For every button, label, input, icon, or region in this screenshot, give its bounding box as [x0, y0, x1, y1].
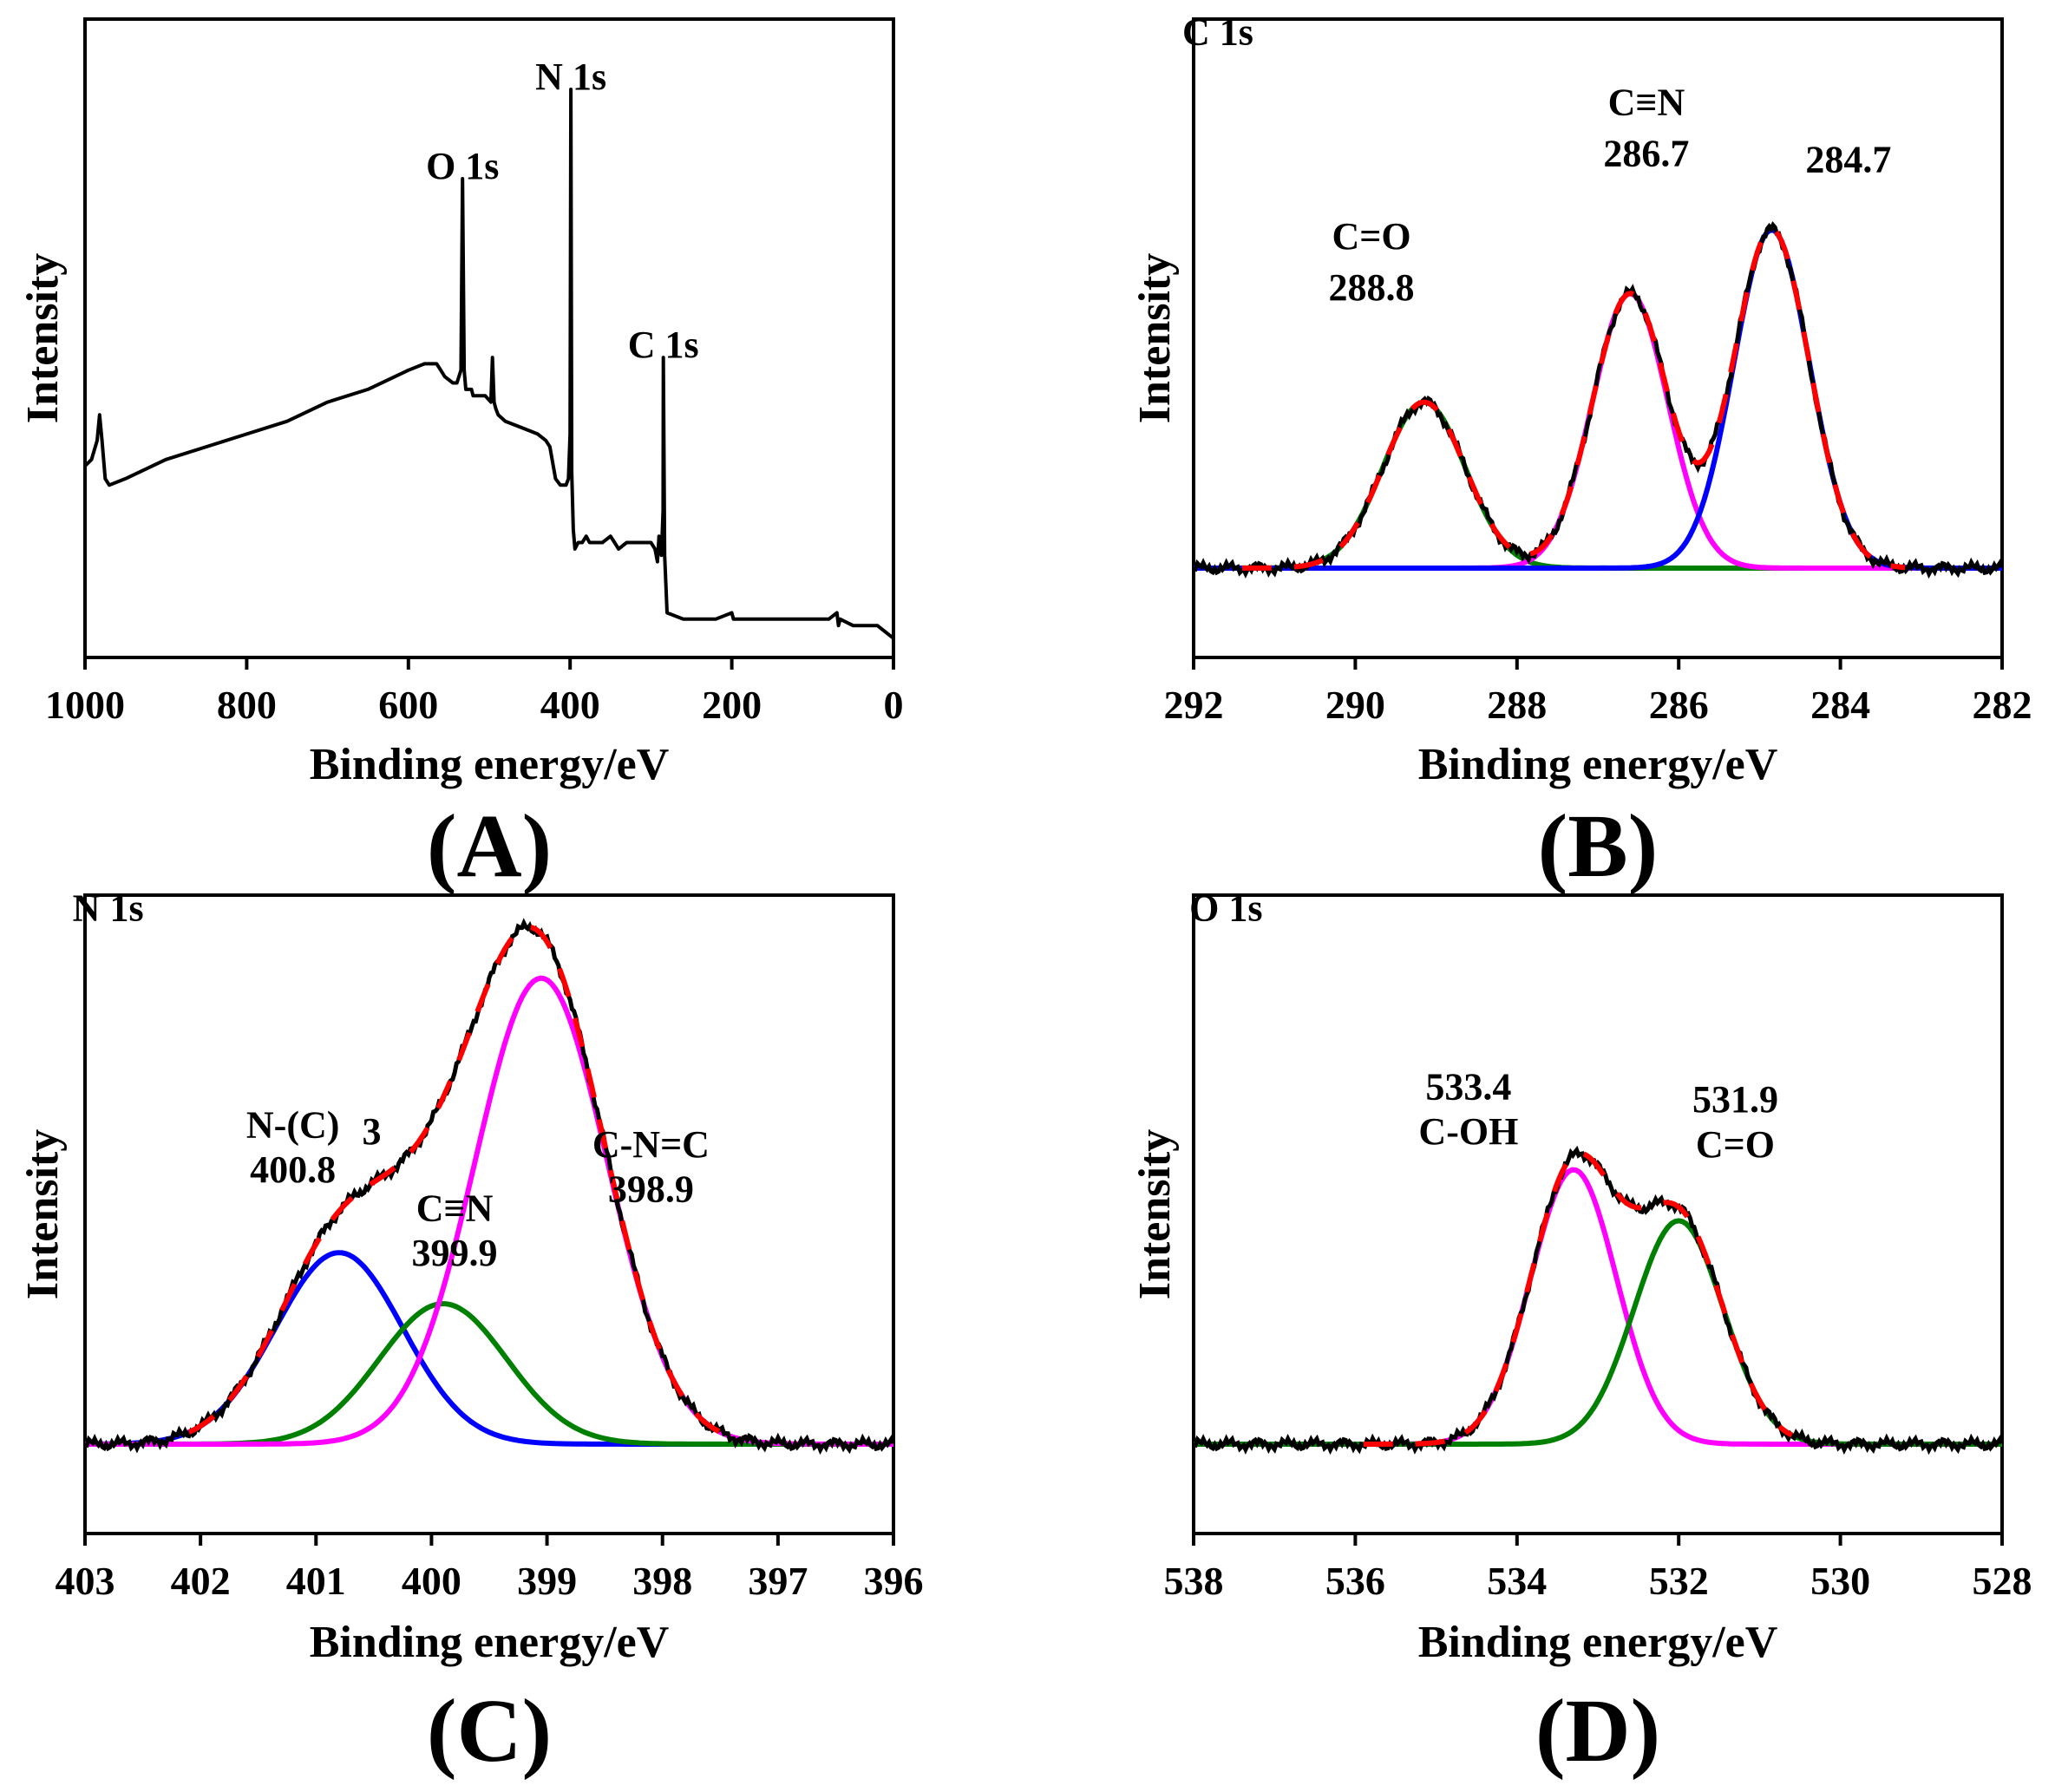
panel-d-annotation: 533.4	[1425, 1066, 1511, 1109]
panel-b-curves	[1192, 220, 2005, 579]
panel-b-raw-spectrum	[1192, 220, 2005, 579]
panel-b-c1s: 292 290 288 286 284 282 C 1s C=O 288.8 C≡N 286.7 2…	[1130, 10, 2032, 896]
panel-b-xtick-label: 292	[1164, 683, 1224, 727]
panel-a-annotations: O 1s N 1s C 1s	[426, 56, 699, 366]
panel-a-annotation: C 1s	[628, 324, 699, 366]
panel-d-component-curve	[1194, 1218, 2002, 1447]
panel-a-ylabel: Intensity	[18, 253, 68, 423]
panel-a-annotation: N 1s	[535, 56, 606, 98]
panel-b-xtick-label: 286	[1649, 683, 1709, 727]
panel-c-xtick-label: 401	[286, 1559, 346, 1603]
panel-a-xtick-label: 200	[702, 683, 762, 727]
panel-d-ylabel: Intensity	[1130, 1129, 1180, 1299]
panel-c-annotation: N-(C)	[246, 1104, 340, 1147]
panel-a-ticks: 1000 800 600 400 200 0	[45, 657, 904, 727]
panel-c-plot-frame	[83, 893, 895, 1535]
panel-d-label: (D)	[1535, 1681, 1660, 1781]
panel-b-annotation: 286.7	[1603, 132, 1689, 174]
panel-c-annotation: C≡N	[416, 1187, 494, 1229]
panel-b-label: (B)	[1538, 796, 1659, 896]
panel-d-annotations: O 1s 533.4C-OH 531.9C=O	[1189, 886, 1778, 1165]
panel-b-plot-frame	[1192, 17, 2004, 659]
panel-c-fit-envelope	[187, 924, 733, 1440]
panel-b-xtick-label: 284	[1810, 683, 1870, 727]
panel-c-xtick-label: 398	[632, 1559, 692, 1603]
panel-c-xtick-label: 397	[748, 1559, 808, 1603]
panel-c-annotation: C-N=C	[592, 1123, 710, 1166]
panel-d-xtick-label: 528	[1973, 1559, 2032, 1603]
panel-b-component-curve	[1194, 291, 2002, 571]
panel-c-xtick-label: 403	[56, 1559, 115, 1603]
panel-d-annotation: C=O	[1696, 1123, 1775, 1166]
panel-d-fit-envelope	[1363, 1150, 1794, 1447]
panel-c-annotation: 3	[363, 1110, 382, 1153]
panel-c-xtick-label: 400	[402, 1559, 461, 1603]
panel-a-xtick-label: 800	[217, 683, 277, 727]
panel-b-ylabel: Intensity	[1130, 253, 1180, 423]
panel-d-annotation: C-OH	[1418, 1110, 1518, 1153]
panel-b-ticks: 292 290 288 286 284 282	[1164, 657, 2032, 727]
panel-b-annotation: C 1s	[1182, 10, 1253, 53]
panel-a-label: (A)	[427, 796, 552, 896]
panel-b-component-curve	[1194, 399, 2002, 571]
panel-a-xtick-label: 0	[884, 683, 904, 727]
panel-c-xtick-label: 399	[517, 1559, 577, 1603]
panel-d-xtick-label: 530	[1810, 1559, 1870, 1603]
panel-d-xlabel: Binding energy/eV	[1418, 1618, 1778, 1667]
panel-a-curves	[83, 88, 895, 640]
panel-c-xtick-label: 402	[171, 1559, 231, 1603]
panel-c-label: (C)	[427, 1681, 552, 1781]
panel-c-raw-spectrum	[83, 918, 896, 1455]
panel-c-xtick-label: 396	[864, 1559, 924, 1603]
panel-c-annotation: N 1s	[73, 886, 144, 929]
panel-a-series-line	[83, 88, 895, 640]
panel-d-xtick-label: 536	[1325, 1559, 1385, 1603]
panel-c-xlabel: Binding energy/eV	[310, 1618, 670, 1667]
panel-b-xtick-label: 290	[1325, 683, 1385, 727]
panel-c-curves	[83, 918, 896, 1455]
panel-d-annotation: O 1s	[1189, 886, 1262, 929]
panel-c-annotation: 400.8	[250, 1148, 336, 1191]
panel-b-xtick-label: 288	[1487, 683, 1547, 727]
panel-b-xlabel: Binding energy/eV	[1418, 740, 1778, 789]
panel-c-ylabel: Intensity	[18, 1129, 68, 1299]
panel-c-n1s: 403 402 401 400 399 398 397 396 N 1s N-(C) 3 400.8…	[18, 886, 924, 1781]
panel-a-plot-frame	[83, 17, 895, 659]
panel-a-xtick-label: 600	[378, 683, 438, 727]
panel-d-xtick-label: 538	[1164, 1559, 1224, 1603]
panel-b-annotations: C 1s C=O 288.8 C≡N 286.7 284.7	[1182, 10, 1891, 308]
panel-d-xtick-label: 532	[1649, 1559, 1709, 1603]
panel-d-curves	[1192, 1145, 2005, 1455]
panel-d-plot-frame	[1192, 893, 2004, 1535]
panel-c-annotation: 399.9	[412, 1232, 498, 1274]
panel-d-ticks: 538 536 534 532 530 528	[1164, 1534, 2032, 1603]
panel-b-annotation: 284.7	[1805, 139, 1891, 181]
panel-a-xtick-label: 1000	[45, 683, 125, 727]
panel-b-fit-envelope	[1241, 226, 1906, 571]
panel-a-survey: 1000 800 600 400 200 0 O 1s N 1s C 1s Binding e…	[18, 17, 904, 896]
panel-b-annotation: 288.8	[1329, 266, 1415, 309]
panel-d-annotation: 531.9	[1692, 1078, 1778, 1121]
panel-b-component-curve	[1194, 226, 2002, 571]
panel-b-annotation: C=O	[1332, 215, 1411, 258]
panel-c-annotation: 398.9	[608, 1167, 694, 1210]
panel-d-xtick-label: 534	[1487, 1559, 1547, 1603]
panel-d-o1s: 538 536 534 532 530 528 O 1s 533.4C-OH 531.9C=O…	[1130, 886, 2032, 1781]
panel-a-xlabel: Binding energy/eV	[310, 740, 670, 789]
panel-c-ticks: 403 402 401 400 399 398 397 396	[56, 1534, 924, 1603]
panel-a-xtick-label: 400	[540, 683, 600, 727]
panel-b-annotation: C≡N	[1608, 81, 1685, 123]
panel-b-xtick-label: 282	[1973, 683, 2032, 727]
panel-a-annotation: O 1s	[426, 145, 499, 187]
